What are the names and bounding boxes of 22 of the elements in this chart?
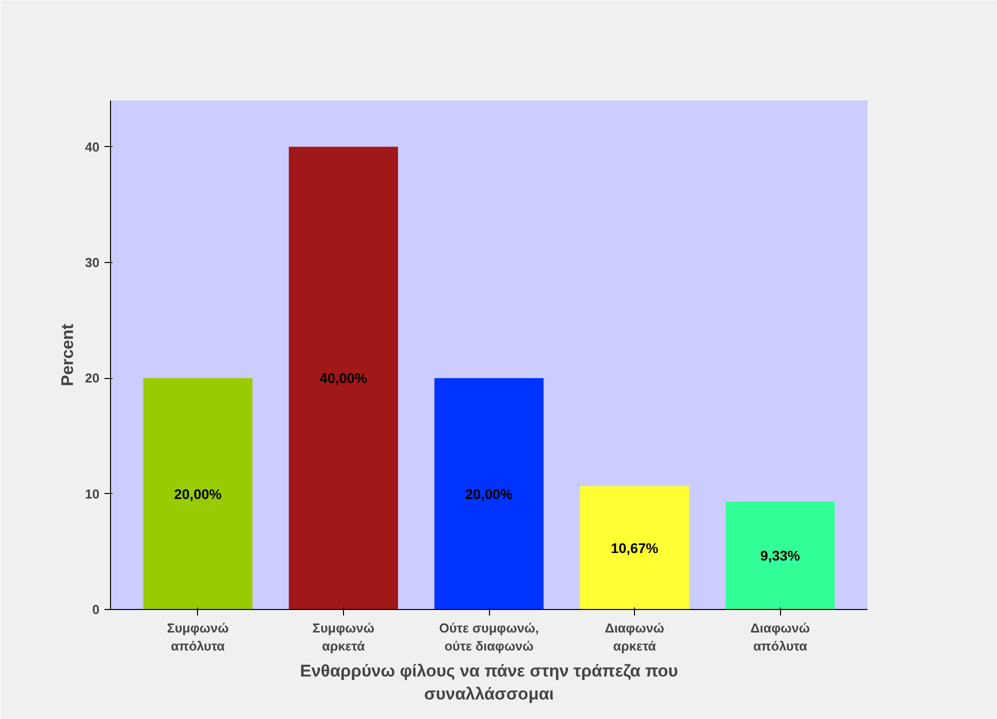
bar (143, 378, 252, 610)
data-label: 20,00% (465, 486, 514, 502)
x-tick-label: Διαφωνώ απόλυτα (750, 620, 810, 654)
x-tick-label: Ούτε συμφωνώ, ούτε διαφωνώ (439, 620, 539, 654)
x-tick-label: Συμφωνώ απόλυτα (166, 620, 229, 654)
y-axis-title: Percent (58, 323, 78, 386)
y-tick-label: 0 (92, 602, 100, 617)
data-label: 20,00% (174, 486, 222, 502)
data-label: 9,33% (760, 548, 801, 564)
data-label: 40,00% (320, 370, 368, 386)
y-tick-label: 10 (85, 486, 100, 502)
y-tick-label: 20 (85, 370, 100, 386)
x-tick-label: Διαφωνώ αρκετά (604, 620, 664, 654)
bar (726, 502, 835, 610)
y-tick-label: 40 (85, 139, 100, 154)
y-tick-label: 30 (85, 254, 100, 270)
x-tick-label: Συμφωνώ αρκετά (312, 620, 374, 654)
x-axis-title: Ενθαρρύνω φίλους να πάνε στην τράπεζα που συναλλάσσομαι (300, 662, 678, 704)
bar (434, 378, 544, 610)
bar (288, 146, 398, 610)
bar (580, 486, 690, 610)
data-label: 10,67% (610, 540, 659, 556)
